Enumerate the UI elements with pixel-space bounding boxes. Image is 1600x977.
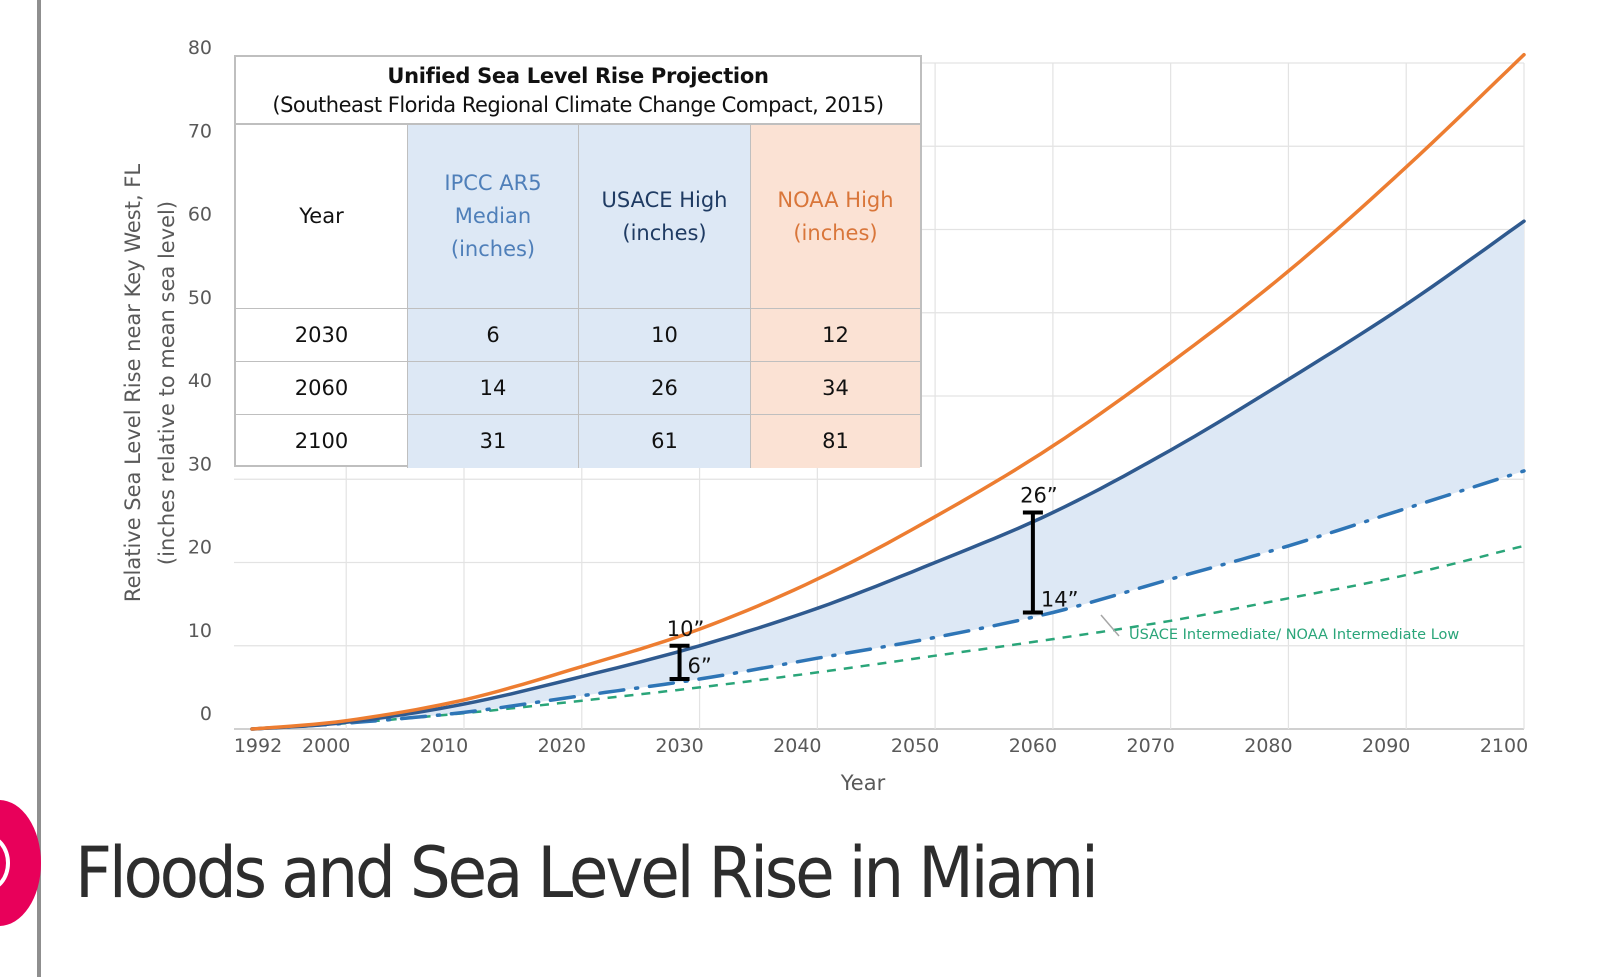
table-header-usace: USACE High (inches): [579, 125, 751, 309]
x-tick-label: 2050: [891, 735, 939, 757]
table-header-noaa: NOAA High (inches): [751, 125, 920, 309]
table-header-ipcc: IPCC AR5 Median (inches): [408, 125, 579, 309]
range-annotation-2060: 26” 14”: [1020, 484, 1079, 615]
table-cell: 2030: [236, 309, 408, 362]
table-cell: 2060: [236, 362, 408, 415]
table-cell: 81: [751, 415, 920, 468]
x-tick-label: 1992: [234, 735, 282, 757]
range-low-label: 6”: [688, 654, 712, 678]
table-cell: 14: [408, 362, 579, 415]
y-tick-label: 30: [188, 453, 212, 475]
series-line-noaa-high: [250, 52, 1526, 731]
series-label-leader: [1100, 614, 1120, 637]
series-line-ipcc-ar5-median: [250, 469, 1526, 731]
x-axis-title: Year: [840, 771, 886, 795]
shaded-band-ipcc-to-usace: [252, 221, 1524, 729]
x-tick-label: 2010: [420, 735, 468, 757]
y-tick-label: 0: [200, 703, 212, 725]
range-low-label: 14”: [1041, 587, 1079, 611]
y-tick-label: 60: [188, 204, 212, 226]
x-tick-label: 2090: [1362, 735, 1410, 757]
table-cell: 10: [579, 309, 751, 362]
range-annotation-2030: 10” 6”: [667, 617, 712, 682]
y-tick-label: 10: [188, 620, 212, 642]
table-cell: 34: [751, 362, 920, 415]
y-axis-subtitle: (inches relative to mean sea level): [155, 201, 179, 565]
table-title: Unified Sea Level Rise Projection: [387, 64, 769, 88]
y-tick-label: 70: [188, 120, 212, 142]
x-tick-label: 2080: [1244, 735, 1292, 757]
table-cell: 61: [579, 415, 751, 468]
y-tick-label: 50: [188, 287, 212, 309]
audio-button[interactable]: [0, 800, 41, 926]
y-axis-title: Relative Sea Level Rise near Key West, F…: [121, 164, 145, 602]
table-subtitle: (Southeast Florida Regional Climate Chan…: [272, 93, 884, 117]
y-tick-label: 20: [188, 537, 212, 559]
range-high-label: 10”: [667, 617, 705, 641]
y-tick-label: 40: [188, 370, 212, 392]
table-grid: Year IPCC AR5 Median (inches) USACE High…: [236, 125, 920, 468]
series-line-usace-high: [250, 219, 1526, 731]
x-tick-label: 2020: [538, 735, 586, 757]
x-tick-label: 2100: [1480, 735, 1528, 757]
left-divider: [37, 0, 41, 977]
x-tick-label: 2000: [302, 735, 350, 757]
table-cell: 2100: [236, 415, 408, 468]
table-title-block: Unified Sea Level Rise Projection (South…: [236, 57, 920, 125]
page-title: Floods and Sea Level Rise in Miami: [75, 832, 1099, 914]
series-label-usace-intermediate: USACE Intermediate/ NOAA Intermediate Lo…: [1129, 627, 1459, 643]
table-header-year: Year: [236, 125, 408, 309]
x-tick-label: 2040: [773, 735, 821, 757]
x-tick-label: 2070: [1126, 735, 1174, 757]
x-tick-label: 2030: [655, 735, 703, 757]
series-line-usace-intermediate-noaa-intermediate-low: [251, 544, 1525, 731]
range-high-label: 26”: [1020, 484, 1058, 508]
table-cell: 26: [579, 362, 751, 415]
y-tick-label: 80: [188, 37, 212, 59]
table-cell: 31: [408, 415, 579, 468]
table-cell: 12: [751, 309, 920, 362]
projection-table: Unified Sea Level Rise Projection (South…: [234, 55, 922, 468]
table-cell: 6: [408, 309, 579, 362]
x-tick-label: 2060: [1009, 735, 1057, 757]
